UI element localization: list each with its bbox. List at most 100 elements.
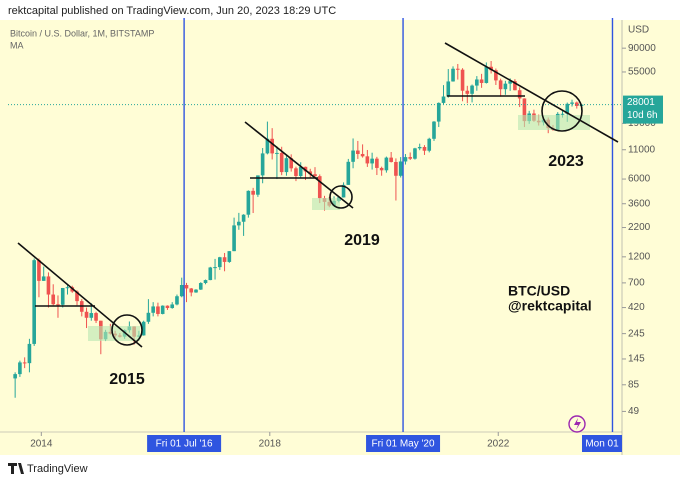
candle-body [279,152,284,173]
candle-body [436,102,441,122]
circle [541,90,583,132]
x-tick-label: 2018 [259,439,282,450]
candle-body [41,276,46,281]
y-tick-label: 11000 [628,144,656,155]
candle-body [156,306,160,314]
candle-body [84,311,89,318]
candle-body [298,166,303,177]
candle-body [160,305,165,314]
support-zone [518,115,590,130]
candle-body [18,362,22,375]
circle [329,185,353,209]
header-title: rektcapital published on TradingView.com… [8,5,336,17]
candle-body [413,148,417,159]
candle-body [194,289,198,293]
x-tick-label: 2022 [487,439,510,450]
candle-body [403,157,408,162]
annotation: 2023 [548,153,584,170]
last-price-label: 28001 [627,97,655,108]
date-marker-box [147,435,222,452]
x-tick-label: 2014 [30,439,53,450]
date-marker-box [582,435,622,452]
candle-body [222,257,227,262]
footer: TradingView [8,463,88,475]
candle-body [260,153,265,176]
candle-body [189,288,194,293]
alert-icon[interactable] [568,415,586,433]
candle-body [408,157,413,159]
date-marker-box [366,435,441,452]
candle-body [141,321,146,336]
indicator-label: MA [10,40,24,50]
candle-body [375,158,379,168]
candle-body [365,156,370,164]
candle-body [432,121,436,139]
candle-body [37,260,41,281]
date-marker-label: Mon 01 [585,439,619,450]
candle-body [356,150,360,154]
annotation: 2019 [344,232,380,249]
candle-body [256,175,260,195]
annotation: @rektcapital [508,298,592,314]
y-tick-label: 49 [628,406,640,417]
candle-body [60,287,65,305]
candle-body [574,102,579,106]
y-tick-label: 3600 [628,198,651,209]
y-tick-label: 90000 [628,43,656,54]
candle-body [417,146,422,149]
candle-body [170,304,175,309]
candle-body [470,85,474,94]
trend-line [244,121,354,209]
candle-body [303,166,308,172]
countdown-label: 10d 6h [627,110,658,121]
candle-body [165,305,170,309]
candle-body [241,214,246,222]
legend-title: Bitcoin / U.S. Dollar, 1M, BITSTAMP [10,28,154,38]
candle-body [232,225,236,252]
candle-body [360,153,365,157]
candle-body [517,90,522,99]
candle-body [284,158,289,173]
candle-body [341,184,346,198]
candle-body [422,146,427,151]
candle-body [203,280,208,284]
candle-body [184,285,189,289]
support-zone [312,198,340,210]
candle-body [498,80,503,90]
annotations: 2015 2019 2023 BTC/USD @rektcapital [109,153,591,388]
candle-body [46,276,51,295]
candle-body [508,81,512,84]
candle-body [384,157,389,171]
candle-body [94,313,98,321]
candle-body [394,161,398,176]
y-tick-label: 6000 [628,174,651,185]
candle-body [455,68,460,70]
candle-body [146,312,151,322]
candle-body [389,157,393,162]
candle-body [275,152,279,154]
candle-body [441,96,446,103]
candle-body [179,285,184,297]
candle-body [522,98,527,122]
annotation: BTC/USD [508,283,570,299]
candle-body [313,174,317,177]
candle-body [198,283,203,290]
candle-body [503,83,508,90]
candle-body [175,296,179,305]
brand-logo [8,463,24,474]
annotation: 2015 [109,371,145,388]
candle-body [427,138,432,151]
candle-body [560,113,565,115]
y-tick-label: 1200 [628,251,651,262]
brand-name: TradingView [27,463,88,475]
candle-body [446,81,451,97]
y-tick-label: 700 [628,278,645,289]
drawings [17,42,619,348]
candle-body [398,161,403,176]
candle-body [151,306,155,313]
candle-body [484,66,489,83]
circle [111,314,143,346]
candle-body [51,294,56,305]
header-bar [0,0,680,20]
